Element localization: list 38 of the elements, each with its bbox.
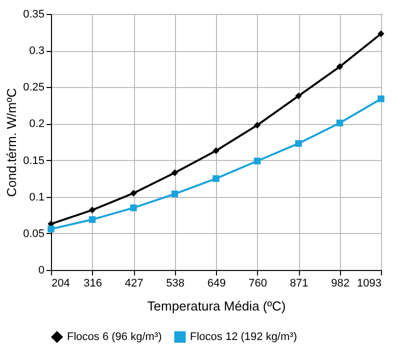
- x-tick-label: 871: [290, 278, 308, 290]
- point: [378, 30, 384, 38]
- point: [254, 158, 261, 164]
- point: [171, 190, 178, 198]
- x-tick-label: 1093: [357, 278, 382, 290]
- y-tick-label: 0.05: [23, 228, 44, 240]
- y-tick-label: 0.25: [23, 82, 44, 94]
- point: [130, 190, 137, 197]
- y-tick-label: 0: [38, 264, 44, 276]
- x-axis-title: Temperatura Média (ºC): [147, 298, 286, 314]
- point: [88, 216, 96, 223]
- point: [295, 92, 302, 100]
- point: [336, 120, 344, 126]
- legend-label: Flocos 12 (192 kg/m³): [190, 331, 297, 343]
- point: [336, 63, 344, 70]
- point: [212, 175, 220, 182]
- y-axis-title: Cond.térm. W/mºC: [4, 88, 20, 197]
- y-tick-label: 0.35: [23, 8, 44, 20]
- x-tick-label: 538: [166, 278, 184, 290]
- x-tick-label: 427: [124, 278, 144, 290]
- point: [88, 206, 96, 214]
- y-tick-label: 0.2: [29, 118, 44, 130]
- point: [378, 95, 384, 102]
- y-tick-label: 0.15: [23, 154, 44, 167]
- x-tick-label: 649: [207, 278, 226, 290]
- x-tick-label: 982: [331, 278, 350, 290]
- x-tick-label: 316: [84, 278, 102, 290]
- x-tick-label: 204: [52, 278, 70, 290]
- point: [212, 147, 220, 154]
- x-tick-label: 760: [248, 278, 267, 290]
- point: [254, 122, 261, 129]
- y-tick-label: 0.1: [29, 191, 44, 204]
- point: [295, 140, 302, 147]
- point: [48, 226, 54, 232]
- legend-label: Flocos 6 (96 kg/m³): [67, 331, 162, 343]
- y-tick-label: 0.3: [29, 45, 44, 58]
- point: [130, 204, 137, 212]
- point: [171, 169, 178, 176]
